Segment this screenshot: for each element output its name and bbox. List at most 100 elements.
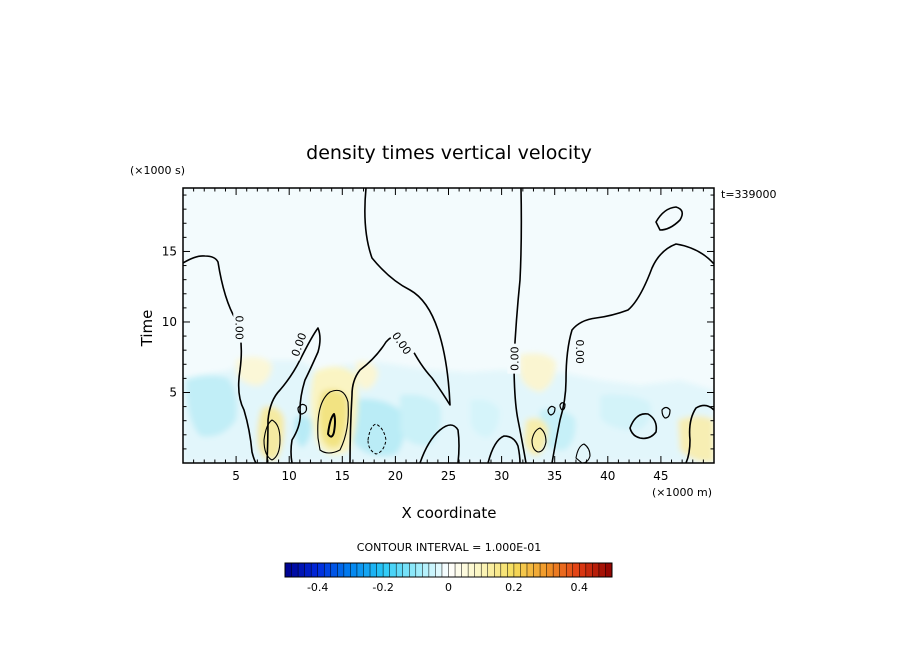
shade-positive-1-core <box>319 389 348 448</box>
closed-contour-positive-2 <box>263 419 281 461</box>
negative-contour-dashed <box>367 423 387 455</box>
x-tick-label: 10 <box>282 469 297 483</box>
colorbar-cell <box>461 563 469 577</box>
zero-contour-far-right <box>685 404 714 463</box>
colorbar-cell <box>579 563 587 577</box>
shade-positive-6 <box>236 356 272 386</box>
colorbar-tick-label: 0.4 <box>571 581 589 594</box>
colorbar-cell <box>526 563 534 577</box>
colorbar-cell <box>513 563 521 577</box>
shade-negative-3 <box>400 394 442 446</box>
x-tick-label: 40 <box>600 469 615 483</box>
closed-contour-positive-1 <box>317 389 349 454</box>
colorbar-cell <box>481 563 489 577</box>
colorbar-cell <box>376 563 384 577</box>
colorbar-cell <box>598 563 606 577</box>
closed-contour-bottom-a <box>419 424 460 463</box>
colorbar-cell <box>605 563 613 577</box>
colorbar-cell <box>441 563 449 577</box>
contour-label-bg <box>233 312 247 343</box>
colorbar-cell <box>540 563 547 577</box>
colorbar-cell <box>520 563 528 577</box>
y-tick-label: 15 <box>162 244 177 258</box>
shade-positive-5 <box>678 416 714 463</box>
time-stamp: t=339000 <box>721 188 777 201</box>
colorbar-cell <box>487 563 495 577</box>
closed-contour-small-3 <box>661 406 671 419</box>
closed-contour-bottom-b <box>487 435 521 463</box>
y-tick-label: 10 <box>162 315 177 329</box>
zero-contour-right-plume <box>551 243 714 463</box>
colorbar-cell <box>324 563 332 577</box>
contour-label-bg <box>574 336 588 367</box>
x-axis-label: X coordinate <box>401 504 496 522</box>
x-tick-label: 35 <box>547 469 562 483</box>
zero-contour-center-plume <box>349 188 451 463</box>
colorbar-cell <box>298 563 305 577</box>
colorbar-cell <box>291 563 299 577</box>
closed-contour-top-right <box>655 206 684 231</box>
y-tick-label: 5 <box>169 385 177 399</box>
colorbar-cell <box>448 563 456 577</box>
colorbar-cell <box>330 563 338 577</box>
contour-interval-text: CONTOUR INTERVAL = 1.000E-01 <box>357 541 541 554</box>
closed-contour-small-1 <box>297 403 308 415</box>
contour-labels: 0.000.00 0.000.00 0.00 <box>232 312 588 374</box>
contour-label-bg <box>388 326 417 359</box>
y-unit-label: (×1000 s) <box>130 164 185 177</box>
colorbar-tick-label: -0.2 <box>372 581 393 594</box>
closed-contour-positive-3 <box>531 427 547 453</box>
chart-title: density times vertical velocity <box>306 142 592 164</box>
colorbar-cell <box>507 563 515 577</box>
plot-area: 0.000.00 0.000.00 0.00 5 10 15 20 25 30 35 40 4551… <box>162 187 715 483</box>
colorbar-cell <box>468 563 475 577</box>
colorbar-cell <box>533 563 541 577</box>
colorbar-cell <box>311 563 318 577</box>
x-tick-label: 45 <box>653 469 668 483</box>
y-axis-label: Time <box>138 310 156 348</box>
colorbar-cell <box>389 563 397 577</box>
x-tick-label: 5 <box>232 469 240 483</box>
closed-contour-positive-1-inner <box>327 413 336 438</box>
contour-label-bg <box>287 328 310 361</box>
colorbar-cell <box>383 563 390 577</box>
colorbar-cell <box>546 563 554 577</box>
contour-label: 0.00 <box>232 315 245 340</box>
axes: 5 10 15 20 25 30 35 40 45 5 10 15 <box>162 188 714 483</box>
colorbar-tick-label: 0 <box>445 581 452 594</box>
colorbar-cell <box>402 563 410 577</box>
colorbar-tick-label: 0.2 <box>505 581 523 594</box>
contour-label-bg <box>507 343 521 374</box>
colorbar-cell <box>337 563 345 577</box>
colorbar-cell <box>559 563 567 577</box>
colorbar-cell <box>494 563 502 577</box>
shade-negative-2 <box>350 398 404 456</box>
colorbar-cell <box>350 563 358 577</box>
colorbar-cell <box>317 563 325 577</box>
zero-contour-mid-left <box>266 327 321 463</box>
colorbar-cell <box>370 563 377 577</box>
colorbar-cell <box>343 563 351 577</box>
colorbar-cell <box>285 563 292 577</box>
colorbar-cell <box>435 563 443 577</box>
shade-negative-5 <box>600 394 652 431</box>
colorbar-cell <box>422 563 430 577</box>
x-tick-label: 30 <box>494 469 509 483</box>
colorbar-cell <box>415 563 423 577</box>
colorbar-cell <box>455 563 462 577</box>
shade-negative-1 <box>186 375 237 437</box>
closed-contour-small-2 <box>547 405 556 416</box>
colorbar-cell <box>566 563 574 577</box>
colorbar-cell <box>474 563 482 577</box>
colorbar-cell <box>304 563 312 577</box>
closed-contour-right-small <box>629 412 658 440</box>
colorbar-cell <box>396 563 404 577</box>
colorbar-tick-label: -0.4 <box>307 581 328 594</box>
x-unit-label: (×1000 m) <box>652 486 712 499</box>
closed-contour-small-4 <box>559 402 566 411</box>
colorbar-cell <box>356 563 364 577</box>
colorbar-cell <box>409 563 417 577</box>
x-tick-label: 15 <box>335 469 350 483</box>
x-tick-label: 20 <box>388 469 403 483</box>
